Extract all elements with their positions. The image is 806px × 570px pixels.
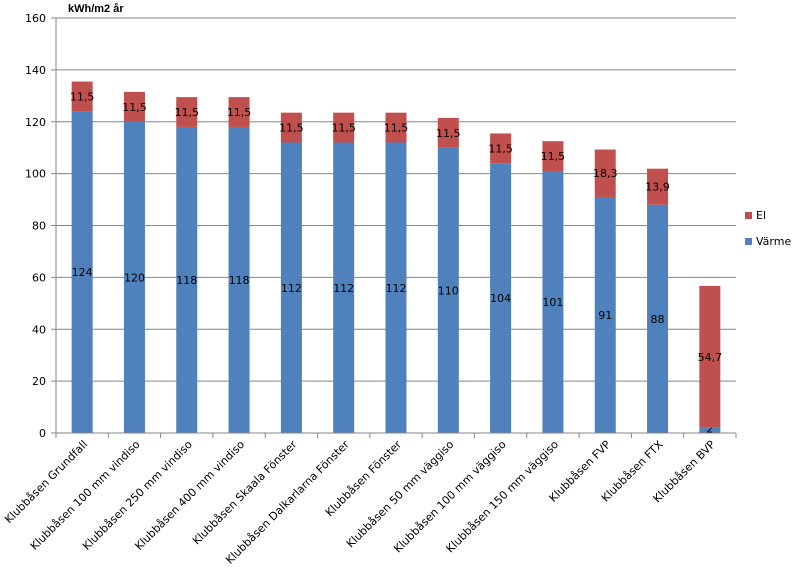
bar-el — [123, 91, 145, 122]
y-tick-label: 60 — [32, 271, 46, 284]
y-axis: 0 20 40 60 80 100 120 140 160 — [25, 12, 57, 440]
bar-varme — [647, 204, 669, 433]
category-label: Klubbåsen 100 mm väggiso — [391, 438, 509, 556]
bar-el — [333, 112, 355, 143]
y-tick-label: 160 — [25, 12, 46, 25]
bar-varme — [699, 427, 721, 433]
bar-el — [71, 81, 93, 112]
data-label: 118 — [229, 274, 250, 287]
bar-varme — [333, 142, 355, 433]
bar-el — [699, 285, 721, 428]
data-label: 11,5 — [384, 122, 409, 135]
data-label: 11,5 — [279, 122, 304, 135]
data-label: 124 — [72, 266, 93, 279]
legend-swatch — [745, 238, 752, 245]
bar-el — [437, 117, 459, 148]
data-label: 101 — [542, 296, 563, 309]
data-label: 11,5 — [488, 142, 513, 155]
y-tick-label: 40 — [32, 323, 46, 336]
category-label: Klubbåsen 400 mm vindiso — [132, 438, 247, 553]
legend-label: El — [756, 209, 766, 222]
data-label: 104 — [490, 292, 511, 305]
data-label: 120 — [124, 271, 145, 284]
bar-varme — [490, 163, 512, 433]
bar-varme — [228, 126, 250, 433]
bar-el — [385, 112, 407, 143]
legend-swatch — [745, 212, 752, 219]
category-label: Klubbåsen 100 mm vindiso — [28, 438, 143, 553]
bars: 124 11,5 120 11,5 118 11,5 118 11,5 112 11,5 112 11… — [70, 81, 723, 436]
legend: El Värme — [745, 209, 791, 248]
data-label: 2 — [706, 423, 713, 436]
data-label: 112 — [333, 282, 354, 295]
bar-varme — [437, 147, 459, 433]
category-label: Klubbåsen 150 mm väggiso — [444, 438, 562, 556]
data-label: 91 — [598, 309, 612, 322]
data-label: 13,9 — [645, 181, 670, 194]
bar-el — [280, 112, 302, 143]
bar-varme — [594, 196, 616, 433]
category-label: Klubbåsen Grundfall — [2, 438, 90, 526]
data-label: 88 — [651, 313, 665, 326]
bar-el — [647, 168, 669, 205]
data-label: 11,5 — [331, 122, 356, 135]
y-tick-label: 80 — [32, 220, 46, 233]
legend-label: Värme — [756, 235, 791, 248]
data-label: 112 — [281, 282, 302, 295]
data-label: 112 — [386, 282, 407, 295]
bar-el — [542, 141, 564, 172]
bar-varme — [542, 171, 564, 433]
data-label: 11,5 — [70, 90, 95, 103]
data-label: 11,5 — [541, 150, 566, 163]
bar-el — [490, 133, 512, 164]
bar-el — [176, 97, 198, 127]
category-label: Klubbåsen 250 mm vindiso — [80, 438, 195, 553]
data-label: 110 — [438, 284, 459, 297]
data-label: 11,5 — [227, 106, 252, 119]
bar-el — [228, 97, 250, 127]
y-tick-label: 140 — [25, 64, 46, 77]
y-tick-label: 0 — [39, 427, 46, 440]
data-label: 11,5 — [122, 101, 147, 114]
bar-varme — [176, 126, 198, 433]
data-label: 11,5 — [175, 106, 200, 119]
category-label: Klubbåsen 50 mm väggiso — [344, 438, 457, 551]
bar-varme — [71, 111, 93, 433]
bar-varme — [280, 142, 302, 433]
y-tick-label: 120 — [25, 116, 46, 129]
bar-varme — [123, 121, 145, 433]
bar-varme — [385, 142, 407, 433]
category-label: Klubbåsen Skaala Fönster — [190, 438, 300, 548]
data-label: 11,5 — [436, 127, 461, 140]
data-label: 118 — [176, 274, 197, 287]
data-label: 54,7 — [698, 351, 723, 364]
y-tick-label: 100 — [25, 168, 46, 181]
bar-el — [594, 149, 616, 197]
y-tick-label: 20 — [32, 375, 46, 388]
data-label: 18,3 — [593, 167, 618, 180]
y-axis-label: kWh/m2 år — [68, 3, 124, 15]
